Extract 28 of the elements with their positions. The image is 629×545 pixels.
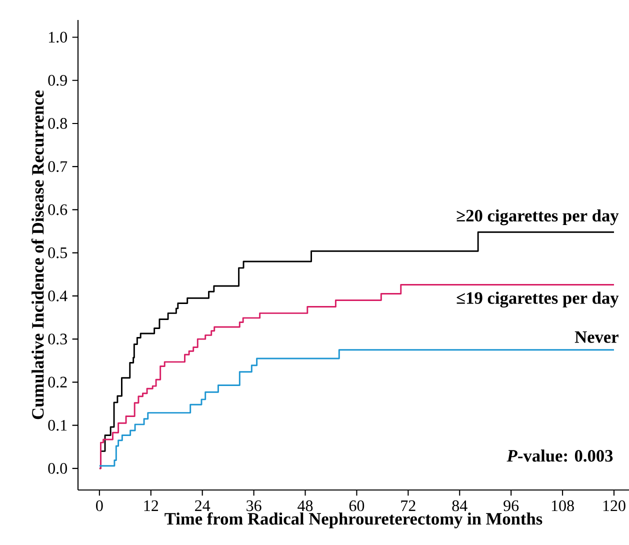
x-tick-label: 72 [401, 500, 416, 511]
series-label: Never [574, 331, 618, 343]
y-tick-label: 0.3 [48, 334, 67, 345]
x-tick-label: 120 [603, 500, 626, 512]
x-tick-label: 0 [96, 500, 103, 512]
y-tick-label: 0.8 [48, 118, 67, 129]
y-tick-label: 0.7 [48, 161, 68, 172]
annotation: P-value: 0.003 [506, 450, 613, 462]
x-tick-label: 96 [504, 500, 519, 512]
x-tick-label: 48 [298, 500, 313, 512]
x-tick-label: 60 [349, 500, 364, 512]
x-tick-label: 12 [144, 500, 158, 511]
x-tick-label: 84 [452, 500, 468, 512]
x-tick-label: 24 [195, 500, 210, 511]
y-tick-label: 0.1 [48, 420, 67, 431]
series-label: ≤19 cigarettes per day [456, 292, 619, 308]
y-tick-label: 0.0 [48, 462, 67, 474]
y-axis-title: Cumulative Incidence of Disease Recurrence [31, 90, 44, 420]
y-tick-label: 1.0 [49, 32, 67, 43]
x-axis-title: Time from Radical Nephroureterectomy in Months [164, 512, 542, 528]
y-tick-label: 0.6 [48, 204, 68, 216]
x-tick-label: 36 [246, 500, 262, 512]
y-tick-label: 0.2 [48, 376, 67, 388]
y-tick-label: 0.4 [48, 290, 68, 302]
y-tick-label: 0.5 [48, 247, 67, 258]
x-tick-label: 108 [552, 500, 574, 512]
y-tick-label: 0.9 [48, 74, 67, 86]
series-label: ≥20 cigarettes per day [456, 209, 619, 226]
